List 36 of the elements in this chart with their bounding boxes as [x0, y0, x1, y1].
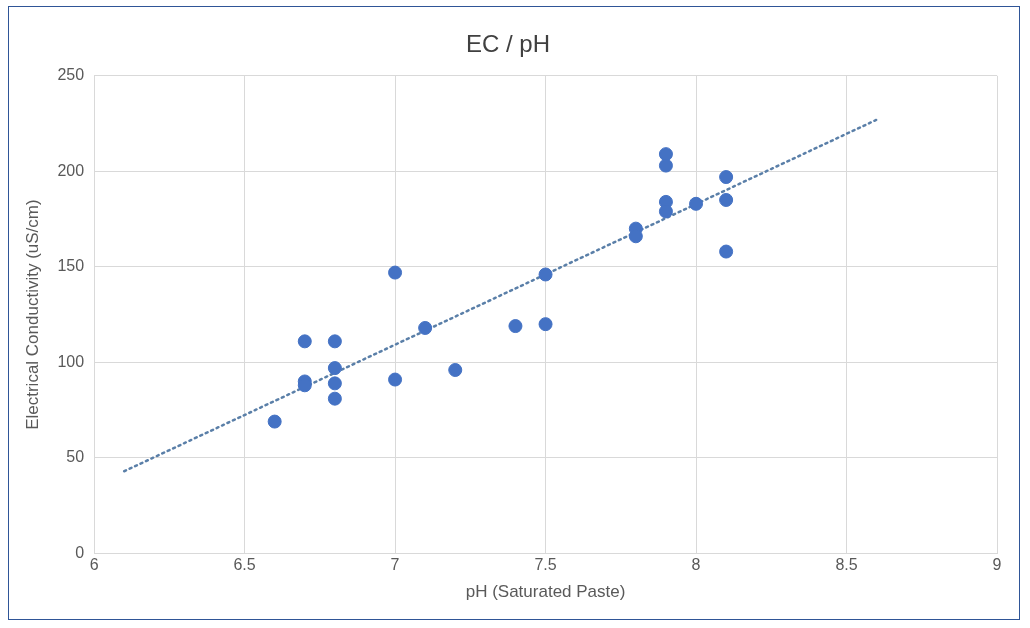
x-tick-label: 6.5 [233, 556, 256, 574]
point [418, 320, 433, 335]
y-tick-label: 100 [57, 352, 85, 370]
point [658, 147, 673, 162]
point [388, 372, 403, 387]
point [448, 363, 463, 377]
point [658, 158, 673, 173]
y-tick-label: 250 [57, 66, 85, 84]
x-tick-label: 7.5 [534, 556, 557, 574]
point [538, 317, 553, 332]
x-tick-label: 7 [390, 556, 400, 574]
point [508, 319, 523, 334]
chart-title: EC / pH [465, 30, 551, 58]
point [327, 361, 342, 376]
point [689, 196, 704, 211]
point [327, 376, 342, 391]
x-tick-label: 8.5 [835, 556, 858, 574]
x-axis-title: pH (Saturated Paste) [465, 582, 626, 602]
point [538, 267, 553, 282]
y-tick-label: 200 [57, 161, 85, 179]
point [327, 391, 342, 406]
x-tick-label: 8 [691, 556, 701, 574]
point [719, 170, 734, 185]
point [719, 192, 734, 207]
point [297, 334, 312, 349]
point [267, 414, 282, 429]
point [327, 334, 342, 349]
y-tick-label: 150 [57, 257, 85, 275]
x-tick-label: 6 [89, 556, 99, 574]
point [658, 204, 673, 219]
y-axis-title: Electrical Conductivity (uS/cm) [22, 199, 42, 430]
point [719, 244, 734, 259]
x-tick-label: 9 [992, 556, 1002, 574]
y-tick-label: 0 [75, 543, 85, 561]
y-tick-label: 50 [66, 448, 85, 466]
point [388, 265, 403, 280]
